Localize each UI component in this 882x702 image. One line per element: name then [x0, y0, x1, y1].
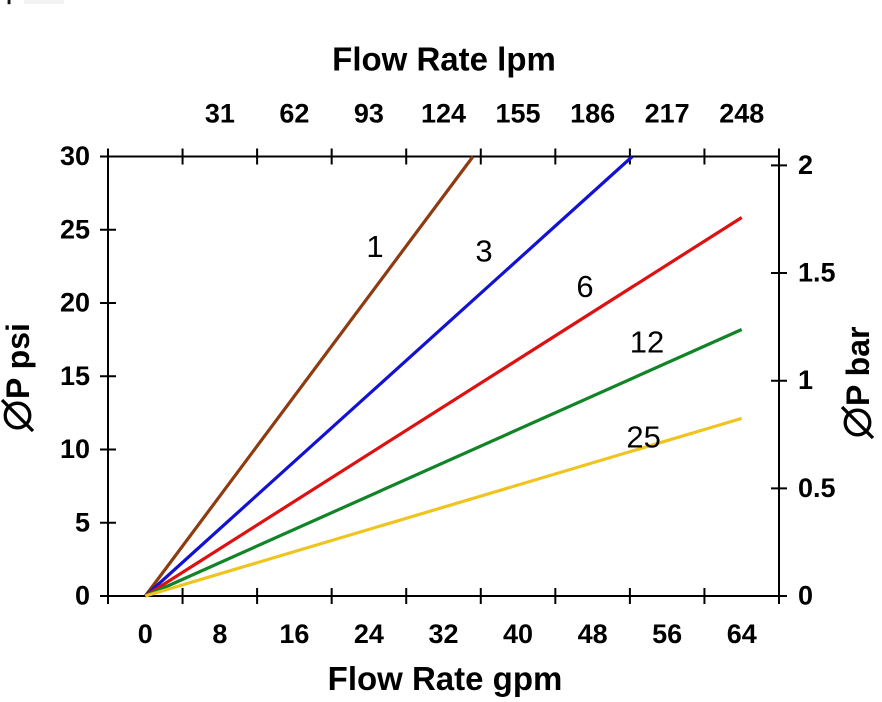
svg-text:0: 0 — [138, 619, 153, 649]
svg-text:124: 124 — [421, 99, 466, 129]
svg-text:12: 12 — [630, 325, 664, 360]
svg-text:3: 3 — [475, 234, 492, 269]
svg-text:25: 25 — [60, 214, 90, 244]
svg-text:56: 56 — [652, 619, 682, 649]
svg-text:40: 40 — [503, 619, 533, 649]
svg-text:30: 30 — [60, 141, 90, 171]
svg-text:93: 93 — [354, 99, 384, 129]
svg-text:155: 155 — [496, 99, 541, 129]
svg-text:0: 0 — [75, 581, 90, 611]
svg-text:P bar: P bar — [840, 327, 876, 406]
svg-text:2: 2 — [798, 150, 813, 180]
svg-text:248: 248 — [719, 99, 764, 129]
svg-text:217: 217 — [645, 99, 690, 129]
svg-text:20: 20 — [60, 288, 90, 318]
svg-text:186: 186 — [570, 99, 615, 129]
svg-text:62: 62 — [279, 99, 309, 129]
svg-text:1: 1 — [366, 229, 383, 264]
svg-text:15: 15 — [60, 361, 90, 391]
svg-text:16: 16 — [279, 619, 309, 649]
svg-text:48: 48 — [578, 619, 608, 649]
svg-text:1: 1 — [798, 365, 813, 395]
svg-text:32: 32 — [428, 619, 458, 649]
svg-text:Flow Rate gpm: Flow Rate gpm — [328, 660, 563, 697]
svg-text:10: 10 — [60, 434, 90, 464]
svg-text:1.5: 1.5 — [798, 258, 836, 288]
svg-text:24: 24 — [354, 619, 384, 649]
svg-text:0: 0 — [798, 581, 813, 611]
svg-text:Flow Rate lpm: Flow Rate lpm — [332, 41, 556, 78]
svg-text:64: 64 — [727, 619, 757, 649]
svg-text:0.5: 0.5 — [798, 473, 836, 503]
svg-text:8: 8 — [212, 619, 227, 649]
svg-text:25: 25 — [626, 420, 660, 455]
svg-text:P psi: P psi — [0, 323, 36, 399]
svg-text:5: 5 — [75, 507, 90, 537]
svg-text:6: 6 — [576, 269, 593, 304]
svg-text:31: 31 — [205, 99, 235, 129]
